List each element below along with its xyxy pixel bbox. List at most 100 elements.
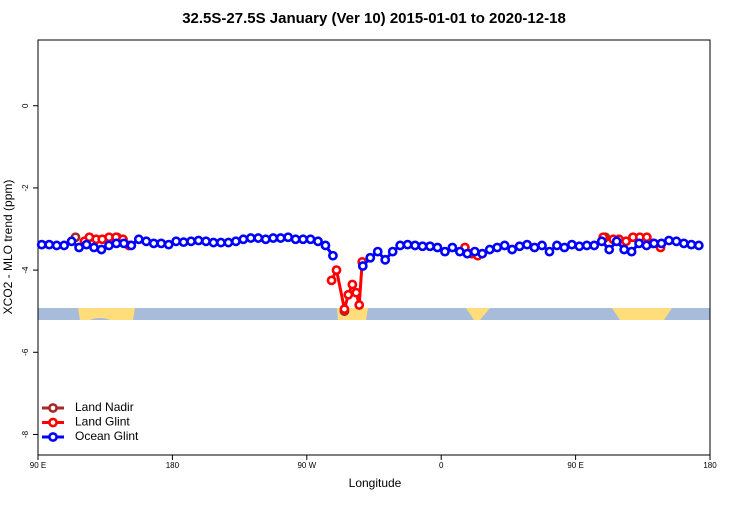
data-point [283,232,294,243]
land-ocean-strip [38,308,710,320]
y-tick-label: -6 [21,348,30,356]
data-point [351,287,362,298]
data-point [507,244,518,255]
data-point [656,238,667,249]
data-point [664,235,674,246]
land-strip [466,308,490,320]
legend-label: Land Nadir [75,400,134,414]
y-axis-label: XCO2 - MLO trend (ppm) [1,180,15,315]
data-point [410,240,420,251]
land-strip [78,308,135,320]
data-point [552,240,562,251]
data-point [522,239,532,250]
data-point [581,240,592,251]
data-point [74,242,84,253]
data-point [208,237,219,248]
data-point [193,235,204,246]
data-point [328,250,338,261]
data-point [402,239,413,250]
data-point [544,246,555,257]
data-point [290,234,301,245]
data-point [126,240,137,251]
data-point [230,236,241,247]
data-point [118,238,129,249]
data-point [253,233,264,243]
data-point [36,239,47,250]
x-tick-label: 180 [703,461,717,470]
data-point [514,241,525,252]
data-point [66,236,77,247]
y-tick-label: -8 [21,430,30,438]
data-point [649,238,659,249]
data-point [619,244,630,255]
ocean-strip [38,308,710,320]
legend-marker [48,403,58,413]
data-point [260,234,271,245]
data-point [492,242,503,253]
data-point [462,248,473,259]
data-point [537,240,547,251]
data-point [574,241,585,252]
data-point [275,233,286,243]
legend-label: Ocean Glint [75,429,139,443]
x-tick-label: 180 [166,461,180,470]
x-tick-label: 90 E [567,461,583,470]
data-point [59,240,70,251]
x-tick-label: 90 W [297,461,316,470]
data-point [395,240,406,251]
y-tick-label: -2 [21,184,30,192]
data-point [626,246,637,257]
data-point [163,239,174,250]
x-tick-label: 0 [439,461,444,470]
data-point [331,265,342,275]
data-point [347,279,358,290]
data-point [596,236,607,247]
data-point [186,236,196,247]
data-point [529,242,540,253]
data-point [238,234,249,245]
data-point [298,234,308,245]
data-point [89,242,99,253]
data-point [268,233,279,243]
data-point [447,242,458,253]
data-point [216,237,226,248]
y-tick-label: -4 [21,266,30,274]
data-point [634,238,644,249]
data-point [357,261,368,271]
data-point [343,289,354,300]
data-point [148,238,159,249]
data-point [425,241,435,252]
data-point [499,240,510,251]
data-point [201,236,211,247]
data-point [559,242,570,253]
data-point [111,238,122,249]
data-point [589,240,600,251]
data-point [313,236,323,247]
data-point [141,236,152,247]
chart-title: 32.5S-27.5S January (Ver 10) 2015-01-01 … [182,10,566,27]
data-point [223,237,234,248]
data-point [611,236,622,247]
data-point [477,248,488,259]
legend-label: Land Glint [75,415,130,429]
data-point [171,236,182,247]
data-point [454,246,465,257]
data-point [365,252,376,263]
data-point [678,238,689,249]
y-tick-label: 0 [21,103,30,108]
data-point [566,239,577,250]
data-point [641,240,652,251]
data-point [51,240,62,251]
data-point [387,246,398,257]
data-point [469,246,480,257]
data-point [133,234,144,245]
land-strip [612,308,672,320]
data-point [604,244,615,255]
data-point [156,238,167,249]
data-point [96,244,107,255]
data-point [320,240,331,251]
data-point [326,275,337,286]
x-axis-label: Longitude [349,476,402,490]
